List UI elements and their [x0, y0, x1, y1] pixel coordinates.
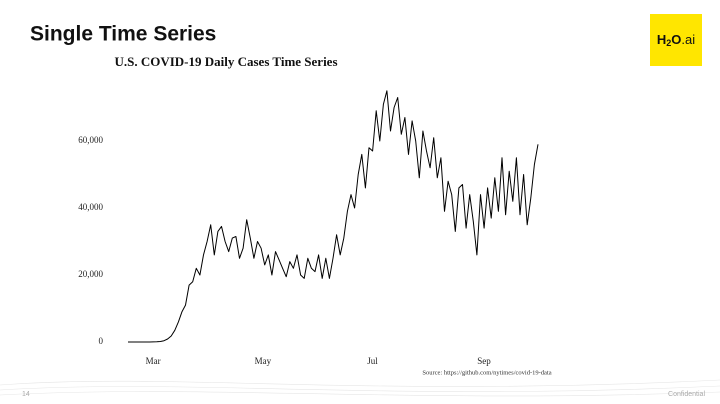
logo-part: 2: [666, 38, 671, 48]
source-note: Source: https://github.com/nytimes/covid…: [422, 369, 551, 376]
y-tick-label: 40,000: [78, 202, 103, 212]
logo-part: .ai: [681, 32, 695, 47]
y-tick-label: 0: [99, 336, 104, 346]
x-tick-label: May: [255, 356, 272, 366]
logo-box: [650, 14, 702, 66]
data-line: [128, 90, 539, 343]
logo-part: O: [671, 32, 681, 47]
y-tick-label: 60,000: [78, 135, 103, 145]
wave: [0, 379, 720, 387]
y-tick-label: 20,000: [78, 269, 103, 279]
logo: H2O.ai: [657, 32, 695, 48]
x-tick-label: Sep: [477, 356, 491, 366]
page-number: 14: [22, 391, 30, 398]
wave: [0, 385, 720, 393]
chart-title: U.S. COVID-19 Daily Cases Time Series: [114, 54, 337, 69]
x-tick-label: Jul: [367, 356, 378, 366]
wave: [0, 391, 720, 397]
footer: Confidential: [668, 391, 705, 398]
logo-part: H: [657, 32, 666, 47]
slide-title: Single Time Series: [30, 23, 216, 46]
x-tick-label: Mar: [146, 356, 161, 366]
background-waves: [0, 379, 720, 397]
